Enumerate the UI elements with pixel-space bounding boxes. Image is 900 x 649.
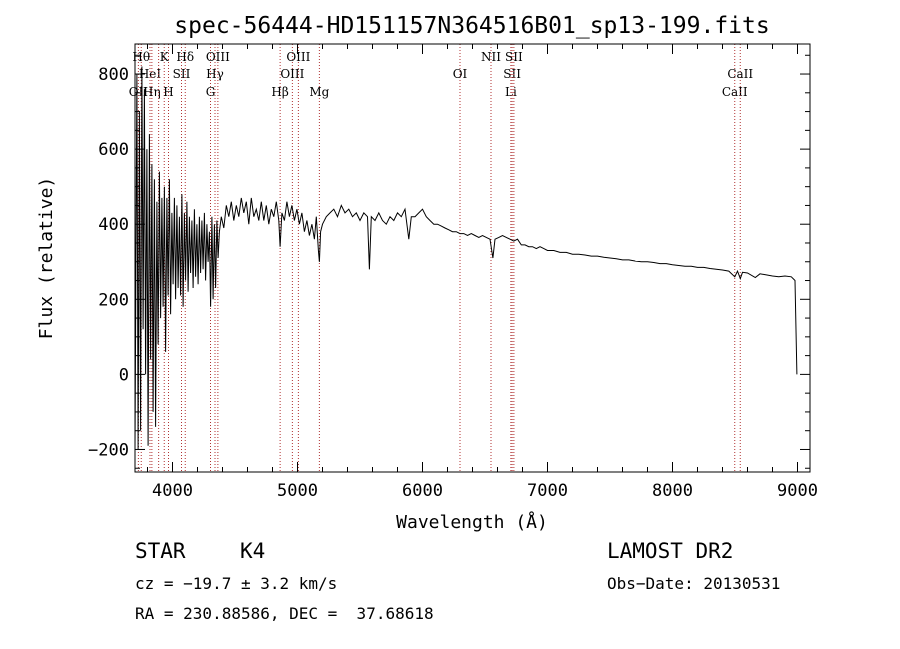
spectral-line-label: SII (503, 67, 521, 81)
x-axis-label: Wavelength (Å) (396, 511, 548, 533)
chart-title: spec-56444-HD151157N364516B01_sp13-199.f… (174, 13, 769, 39)
spectral-line-label: OI (453, 67, 468, 81)
spectral-line-label: H (163, 85, 173, 99)
survey-name: LAMOST DR2 (607, 539, 734, 563)
y-tick-label: 400 (98, 215, 129, 235)
spectral-line-label: OIII (280, 67, 304, 81)
object-subclass: K4 (240, 539, 266, 563)
object-class: STAR (135, 539, 186, 563)
spectral-line-label: SII (505, 50, 523, 64)
radial-velocity: cz = −19.7 ± 3.2 km/s (135, 574, 338, 593)
coordinates: RA = 230.88586, DEC = 37.68618 (135, 604, 434, 623)
x-tick-label: 6000 (402, 481, 443, 501)
x-tick-label: 4000 (152, 481, 193, 501)
y-tick-label: −200 (88, 440, 129, 460)
spectral-line-label: SII (173, 67, 191, 81)
spectral-line-label: Li (505, 85, 517, 99)
y-axis-label: Flux (relative) (36, 177, 57, 340)
x-tick-label: 7000 (527, 481, 568, 501)
spectral-line-label: G (206, 85, 216, 99)
observation-date: Obs−Date: 20130531 (607, 574, 781, 593)
plot-frame (134, 43, 811, 473)
spectral-line-label: CaII (722, 85, 748, 99)
x-tick-label: 8000 (652, 481, 693, 501)
x-tick-label: 5000 (277, 481, 318, 501)
spectral-line-markers: OIIHθHeIHηKHSIIHδGHγOIIIHβOIIIOIIIMgOINI… (129, 44, 753, 472)
y-tick-label: 200 (98, 290, 129, 310)
spectral-line-label: Hγ (206, 67, 224, 81)
flux-series-line (134, 66, 798, 450)
spectral-line-label: Hβ (271, 85, 288, 99)
axis-ticks: 4000 5000 6000 7000 8000 9000 −200 0 200 400 600 80… (88, 44, 818, 501)
spectral-line-label: CaII (727, 67, 753, 81)
spectral-line-label: HeI (139, 67, 162, 81)
y-tick-label: 0 (119, 365, 129, 385)
spectral-line-label: K (160, 50, 170, 64)
x-tick-label: 9000 (777, 481, 818, 501)
y-tick-label: 600 (98, 140, 129, 160)
spectral-line-label: OII (129, 85, 149, 99)
spectral-line-label: Hθ (132, 50, 150, 64)
spectral-line-label: OIII (286, 50, 310, 64)
spectral-line-label: Hη (143, 85, 161, 99)
spectral-line-label: NII (481, 50, 501, 64)
spectral-line-label: Hδ (176, 50, 194, 64)
y-tick-label: 800 (98, 65, 129, 85)
spectral-line-label: Mg (309, 85, 329, 99)
spectral-line-label: OIII (206, 50, 230, 64)
